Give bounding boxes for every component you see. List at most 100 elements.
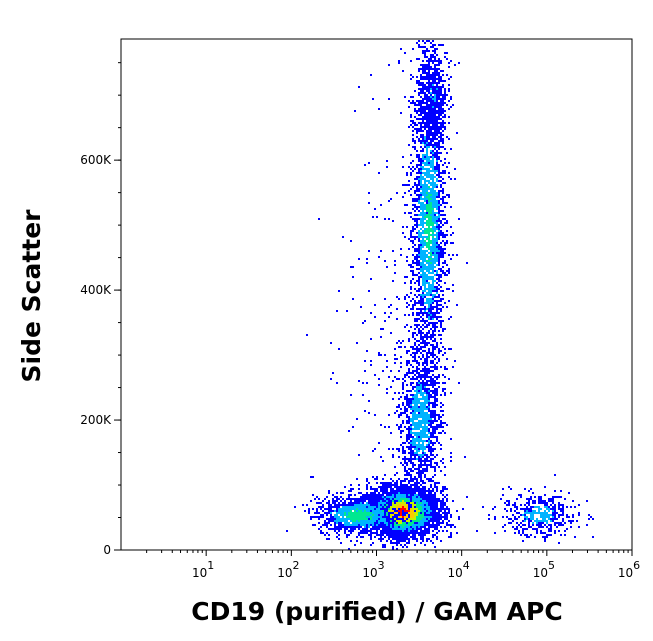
- data-point: [418, 494, 420, 496]
- data-point: [432, 514, 434, 516]
- data-point: [382, 486, 384, 488]
- data-point: [412, 508, 414, 510]
- data-point: [422, 514, 424, 516]
- data-point: [440, 504, 442, 506]
- data-point: [442, 498, 444, 500]
- data-point: [424, 500, 426, 502]
- data-point: [408, 540, 410, 542]
- data-point: [394, 504, 396, 506]
- data-point: [378, 498, 380, 500]
- data-point: [428, 532, 430, 534]
- data-point: [444, 514, 446, 516]
- data-point: [442, 512, 444, 514]
- data-point: [424, 524, 426, 526]
- data-point: [394, 484, 396, 486]
- data-point: [420, 530, 422, 532]
- data-point: [382, 538, 384, 540]
- data-point: [408, 480, 410, 482]
- data-point: [366, 492, 368, 494]
- data-point: [412, 524, 414, 526]
- data-point: [400, 502, 402, 504]
- data-point: [406, 530, 408, 532]
- data-point: [436, 524, 438, 526]
- data-point: [444, 512, 446, 514]
- data-point: [402, 494, 404, 496]
- data-point: [386, 488, 388, 490]
- data-point: [406, 546, 408, 548]
- data-point: [382, 488, 384, 490]
- data-point: [354, 500, 356, 502]
- data-point: [384, 498, 386, 500]
- data-point: [368, 482, 370, 484]
- data-point: [426, 508, 428, 510]
- data-point: [370, 532, 372, 534]
- data-point: [398, 542, 400, 544]
- data-point: [388, 508, 390, 510]
- data-point: [412, 536, 414, 538]
- data-point: [430, 490, 432, 492]
- data-point: [412, 504, 414, 506]
- data-point: [366, 488, 368, 490]
- data-point: [378, 502, 380, 504]
- data-point: [462, 508, 464, 510]
- data-point: [398, 538, 400, 540]
- data-point: [406, 538, 408, 540]
- data-point: [388, 530, 390, 532]
- data-point: [436, 506, 438, 508]
- data-point: [376, 498, 378, 500]
- data-point: [366, 530, 368, 532]
- data-point: [388, 532, 390, 534]
- data-point: [374, 478, 376, 480]
- data-point: [410, 490, 412, 492]
- data-point: [426, 524, 428, 526]
- data-point: [426, 532, 428, 534]
- data-point: [434, 502, 436, 504]
- dots-layer: [286, 40, 594, 550]
- data-point: [392, 504, 394, 506]
- data-point: [394, 526, 396, 528]
- data-point: [362, 532, 364, 534]
- data-point: [444, 486, 446, 488]
- data-point: [440, 510, 442, 512]
- data-point: [430, 510, 432, 512]
- data-point: [364, 494, 366, 496]
- data-point: [406, 534, 408, 536]
- data-point: [406, 498, 408, 500]
- data-point: [440, 492, 442, 494]
- data-point: [392, 490, 394, 492]
- data-point: [382, 534, 384, 536]
- data-point: [412, 534, 414, 536]
- data-point: [424, 522, 426, 524]
- data-point: [404, 496, 406, 498]
- data-point: [404, 484, 406, 486]
- data-point: [344, 486, 346, 488]
- data-point: [434, 518, 436, 520]
- data-point: [380, 496, 382, 498]
- data-point: [416, 516, 418, 518]
- data-point: [448, 508, 450, 510]
- data-point: [372, 492, 374, 494]
- data-point: [436, 508, 438, 510]
- data-point: [398, 490, 400, 492]
- data-point: [406, 486, 408, 488]
- data-point: [404, 544, 406, 546]
- data-point: [414, 494, 416, 496]
- data-point: [374, 536, 376, 538]
- data-point: [390, 534, 392, 536]
- data-point: [446, 522, 448, 524]
- data-point: [408, 490, 410, 492]
- data-point: [402, 538, 404, 540]
- data-point: [444, 516, 446, 518]
- data-point: [396, 488, 398, 490]
- data-point: [406, 524, 408, 526]
- data-point: [454, 526, 456, 528]
- data-point: [390, 530, 392, 532]
- data-point: [398, 478, 400, 480]
- data-point: [436, 532, 438, 534]
- data-point: [424, 502, 426, 504]
- data-point: [402, 532, 404, 534]
- data-point: [398, 536, 400, 538]
- data-point: [430, 496, 432, 498]
- data-point: [410, 486, 412, 488]
